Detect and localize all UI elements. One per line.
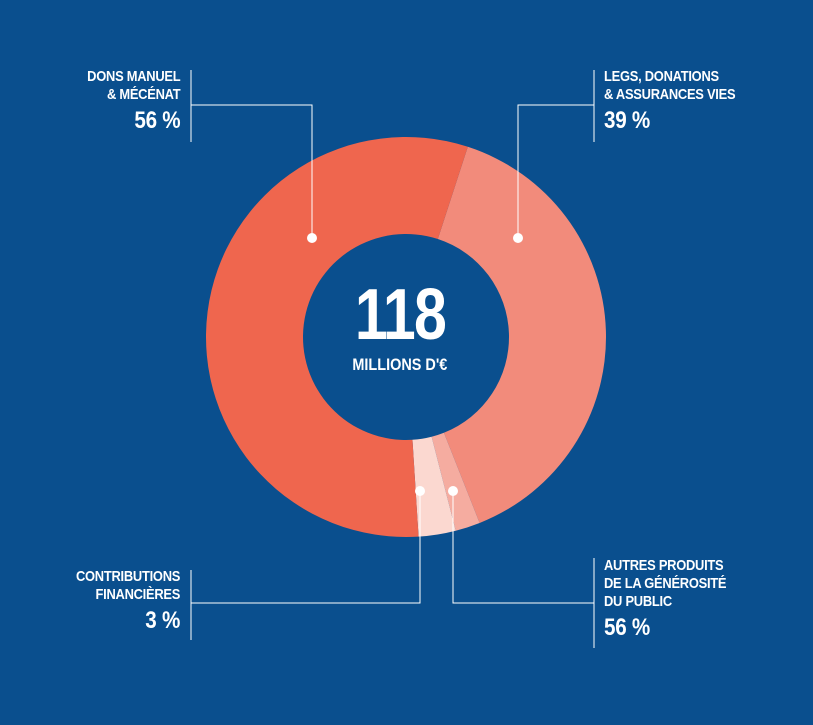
label-autres-line3: DU PUBLIC bbox=[604, 593, 672, 610]
dot-contributions bbox=[415, 486, 425, 496]
total-unit: MILLIONS D'€ bbox=[352, 355, 448, 374]
label-legs-percent: 39 % bbox=[604, 107, 651, 134]
leader-legs-donations bbox=[517, 70, 595, 238]
label-contrib-line2: FINANCIÈRES bbox=[95, 586, 180, 603]
total-value: 118 bbox=[354, 275, 447, 355]
label-contrib-line1: CONTRIBUTIONS bbox=[75, 568, 180, 585]
dot-autres-produits bbox=[448, 486, 458, 496]
label-contributions: CONTRIBUTIONS FINANCIÈRES 3 % bbox=[59, 568, 180, 636]
leader-lines bbox=[190, 70, 595, 648]
label-autres-line2: DE LA GÉNÉROSITÉ bbox=[604, 575, 727, 592]
label-dons-percent: 56 % bbox=[133, 107, 180, 134]
label-legs-donations: LEGS, DONATIONS & ASSURANCES VIES 39 % bbox=[604, 68, 757, 136]
slice-autres-produits bbox=[431, 432, 480, 531]
leader-contributions bbox=[190, 491, 421, 640]
leader-autres-produits bbox=[452, 491, 595, 648]
donut-slices bbox=[206, 137, 607, 537]
slice-legs-donations bbox=[437, 146, 607, 523]
slice-dons-manuel bbox=[206, 137, 468, 537]
label-autres-line1: AUTRES PRODUITS bbox=[604, 557, 724, 574]
label-dons-line1: DONS MANUEL bbox=[86, 68, 180, 85]
label-legs-line1: LEGS, DONATIONS bbox=[604, 68, 719, 85]
dot-legs-donations bbox=[513, 233, 523, 243]
label-dons-line2: & MÉCÉNAT bbox=[106, 86, 181, 103]
label-legs-line2: & ASSURANCES VIES bbox=[604, 86, 736, 103]
dot-dons-manuel bbox=[307, 233, 317, 243]
label-autres-percent: 56 % bbox=[604, 614, 651, 641]
leader-dons-manuel bbox=[190, 70, 313, 238]
label-dons-manuel: DONS MANUEL & MÉCÉNAT 56 % bbox=[72, 68, 180, 136]
slice-contributions bbox=[412, 436, 456, 537]
label-autres-produits: AUTRES PRODUITS DE LA GÉNÉROSITÉ DU PUBL… bbox=[604, 557, 746, 643]
label-contrib-percent: 3 % bbox=[145, 607, 180, 634]
